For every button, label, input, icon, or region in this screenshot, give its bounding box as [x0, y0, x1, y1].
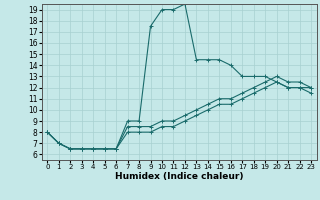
X-axis label: Humidex (Indice chaleur): Humidex (Indice chaleur) [115, 172, 244, 181]
